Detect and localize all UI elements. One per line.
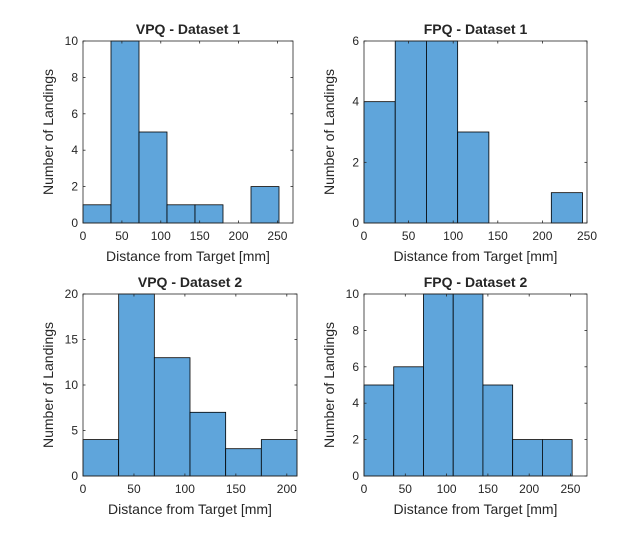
y-tick-label: 10 — [65, 378, 79, 392]
histogram-bar — [482, 384, 514, 477]
x-tick-label: 250 — [560, 482, 580, 496]
subplot-4: 0 50 100 150 200 250 0 2 4 6 8 10 FPQ - Dataset 2 Dis… — [321, 274, 588, 517]
y-axis-label: Number of Landings — [40, 69, 56, 195]
y-axis-label: Number of Landings — [321, 322, 337, 448]
x-tick-label: 250 — [267, 229, 287, 243]
histogram-bar — [423, 293, 454, 477]
y-tick-label: 5 — [71, 424, 78, 438]
y-tick-label: 6 — [71, 107, 78, 121]
x-tick-label: 100 — [443, 229, 463, 243]
x-tick-label: 200 — [229, 229, 249, 243]
x-tick-label: 50 — [402, 229, 416, 243]
histogram-bar — [512, 439, 543, 477]
y-tick-label: 0 — [352, 216, 359, 230]
histogram-bar — [363, 384, 395, 477]
x-tick-label: 150 — [478, 482, 498, 496]
x-tick-label: 150 — [226, 482, 246, 496]
x-axis-label: Distance from Target [mm] — [394, 501, 558, 517]
y-tick-label: 0 — [71, 216, 78, 230]
histogram-bar — [166, 204, 196, 224]
chart-title: VPQ - Dataset 2 — [138, 274, 242, 290]
y-tick-label: 8 — [352, 323, 359, 337]
histogram-bar — [363, 101, 396, 224]
histogram-bar — [550, 192, 583, 224]
histogram-bar — [82, 204, 112, 224]
x-axis-label: Distance from Target [mm] — [108, 501, 272, 517]
axes-box — [82, 40, 294, 224]
y-axis-label: Number of Landings — [40, 322, 56, 448]
histogram-bar — [393, 366, 424, 477]
y-tick-label: 4 — [71, 143, 78, 157]
histogram-bar — [225, 448, 262, 477]
chart-title: VPQ - Dataset 1 — [136, 21, 240, 37]
axes-box — [363, 40, 588, 224]
chart-title: FPQ - Dataset 2 — [424, 274, 528, 290]
x-tick-label: 50 — [399, 482, 413, 496]
x-tick-label: 0 — [361, 229, 368, 243]
y-tick-label: 4 — [352, 396, 359, 410]
x-tick-label: 100 — [437, 482, 457, 496]
x-tick-label: 250 — [577, 229, 597, 243]
subplot-1: 0 50 100 150 200 250 0 2 4 6 8 10 VPQ - Dataset 1 Dis… — [40, 21, 294, 264]
x-tick-label: 150 — [190, 229, 210, 243]
histogram-bar — [153, 357, 191, 477]
y-tick-label: 10 — [346, 287, 360, 301]
y-tick-label: 6 — [352, 34, 359, 48]
y-tick-label: 15 — [65, 333, 79, 347]
x-tick-label: 100 — [175, 482, 195, 496]
y-tick-label: 6 — [352, 360, 359, 374]
histogram-bar — [457, 131, 490, 224]
histogram-bar — [118, 293, 155, 477]
histogram-bar — [394, 40, 427, 224]
x-tick-label: 200 — [532, 229, 552, 243]
y-axis-label: Number of Landings — [321, 69, 337, 195]
histogram-bar — [260, 439, 298, 477]
y-tick-label: 4 — [352, 95, 359, 109]
x-axis-label: Distance from Target [mm] — [394, 248, 558, 264]
x-tick-label: 200 — [519, 482, 539, 496]
histogram-bar — [189, 411, 227, 477]
histogram-bar — [138, 131, 168, 224]
x-tick-label: 0 — [80, 229, 87, 243]
chart-title: FPQ - Dataset 1 — [424, 21, 528, 37]
x-tick-label: 100 — [151, 229, 171, 243]
histogram-bar — [110, 40, 140, 224]
y-tick-label: 2 — [71, 180, 78, 194]
y-tick-label: 8 — [71, 70, 78, 84]
y-tick-label: 20 — [65, 287, 79, 301]
x-tick-label: 50 — [115, 229, 129, 243]
histogram-bar — [542, 439, 573, 477]
histogram-bar — [426, 40, 459, 224]
x-tick-label: 200 — [277, 482, 297, 496]
histogram-bar — [194, 204, 224, 224]
subplot-3: 0 50 100 150 200 0 5 10 15 20 VPQ - Dataset 2 Dista… — [40, 274, 298, 517]
histogram-bar — [82, 439, 120, 477]
x-tick-label: 150 — [488, 229, 508, 243]
histogram-bar — [250, 186, 280, 224]
x-axis-label: Distance from Target [mm] — [106, 248, 270, 264]
y-tick-label: 0 — [71, 469, 78, 483]
y-tick-label: 0 — [352, 469, 359, 483]
x-tick-label: 0 — [361, 482, 368, 496]
y-tick-label: 2 — [352, 155, 359, 169]
x-tick-label: 0 — [80, 482, 87, 496]
axes-box — [363, 293, 588, 477]
y-tick-label: 10 — [65, 34, 79, 48]
histogram-bar — [452, 293, 484, 477]
y-tick-label: 2 — [352, 433, 359, 447]
subplot-2: 0 50 100 150 200 250 0 2 4 6 FPQ - Dataset 1 Distan… — [321, 21, 597, 264]
x-tick-label: 50 — [127, 482, 141, 496]
